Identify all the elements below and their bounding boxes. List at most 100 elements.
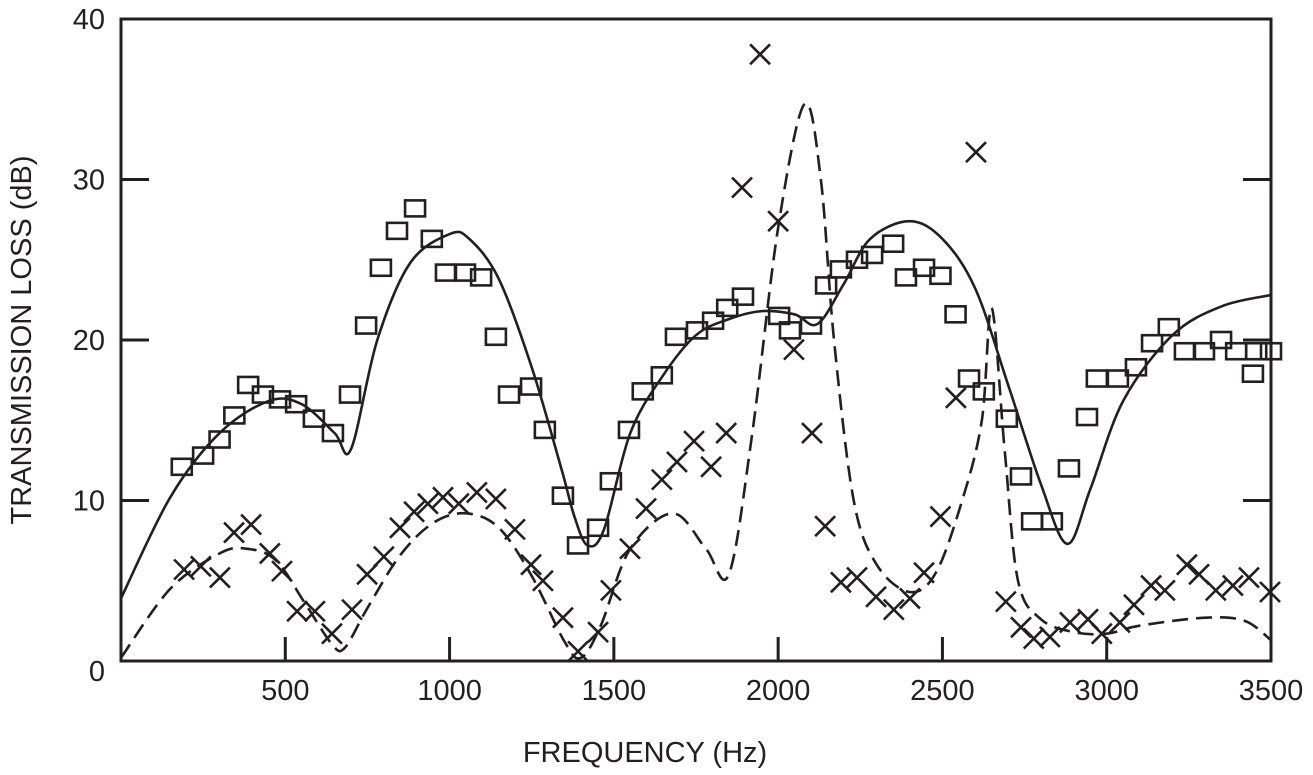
square-marker <box>519 377 543 396</box>
cross-marker <box>829 571 852 594</box>
square-marker <box>929 266 952 286</box>
x-tick-label: 2500 <box>910 675 975 707</box>
theory-curves <box>119 101 1272 660</box>
square-marker <box>223 406 246 425</box>
cross-marker <box>356 563 379 586</box>
square-marker <box>1057 459 1081 478</box>
square-marker <box>650 366 674 385</box>
cross-marker <box>635 497 657 520</box>
square-marker <box>799 316 823 335</box>
square-marker <box>881 234 905 253</box>
square-marker <box>845 250 869 270</box>
square-marker <box>284 394 308 414</box>
cross-marker <box>552 606 574 629</box>
cross-marker <box>1123 593 1145 616</box>
x-tick-label: 2000 <box>746 675 811 707</box>
cross-marker <box>846 566 868 589</box>
cross-marker <box>520 553 542 576</box>
square-marker <box>321 423 345 443</box>
x-tick-label: 3000 <box>1074 675 1139 707</box>
square-marker <box>420 229 444 249</box>
cross-marker <box>286 600 309 623</box>
square-marker <box>814 276 838 295</box>
square-marker <box>972 382 996 401</box>
cross-marker <box>258 542 281 565</box>
cross-marker <box>208 566 231 589</box>
square-marker <box>170 457 194 477</box>
cross-marker <box>1175 553 1198 576</box>
cross-marker <box>271 560 293 583</box>
cross-marker <box>1140 574 1162 597</box>
square-marker <box>1020 512 1044 531</box>
square-marker <box>1241 364 1265 384</box>
cross-marker <box>882 598 905 621</box>
cross-marker <box>389 516 411 539</box>
cross-marker <box>898 587 921 610</box>
y-tick-label: 20 <box>73 325 105 357</box>
square-marker <box>403 199 427 218</box>
square-marker <box>338 385 362 404</box>
cross-marker <box>1204 579 1227 602</box>
square-marker <box>302 409 326 428</box>
square-marker <box>268 390 292 409</box>
square-marker <box>191 446 215 465</box>
cross-marker <box>715 422 738 445</box>
square-marker <box>631 382 655 401</box>
square-marker <box>1209 330 1233 350</box>
y-tick-label: 30 <box>73 165 105 197</box>
square-marker <box>566 536 590 555</box>
cross-marker <box>403 500 426 523</box>
square-marker <box>894 268 918 287</box>
square-marker <box>1124 357 1148 377</box>
cross-marker <box>814 515 837 538</box>
square-marker <box>484 327 508 347</box>
cross-marker <box>465 481 488 504</box>
square-marker <box>1040 512 1064 531</box>
square-marker <box>1140 333 1164 353</box>
theory-solid-curve <box>119 219 1272 599</box>
square-marker <box>1192 341 1216 361</box>
square-marker <box>1173 341 1197 361</box>
cross-marker <box>341 598 363 621</box>
x-axis-title: FREQUENCY (Hz) <box>523 737 767 769</box>
square-marker <box>731 287 755 306</box>
cross-marker <box>913 561 935 584</box>
cross-marker <box>432 486 454 509</box>
square-marker <box>664 327 688 347</box>
cross-marker <box>700 455 723 478</box>
cross-marker <box>865 585 887 608</box>
square-marker <box>208 430 231 449</box>
square-marker <box>1009 467 1033 486</box>
tick-labels: 500 1000 1500 2000 2500 3000 3500 0 10 20 30 40 <box>73 4 1304 707</box>
square-marker <box>860 245 884 265</box>
square-marker <box>617 420 641 440</box>
data-markers <box>170 43 1283 663</box>
square-marker <box>1224 341 1248 361</box>
square-marker <box>354 316 378 335</box>
square-marker <box>533 420 557 440</box>
cross-marker <box>1238 566 1260 589</box>
cross-marker <box>587 621 610 644</box>
square-marker <box>1259 341 1283 361</box>
cross-marker <box>944 386 967 409</box>
square-marker <box>1075 407 1099 427</box>
x-tick-label: 1000 <box>417 675 482 707</box>
square-marker <box>469 268 493 287</box>
y-axis-title: TRANSMISSION LOSS (dB) <box>6 155 38 524</box>
x-tick-label: 500 <box>261 675 309 707</box>
cross-marker <box>504 518 526 541</box>
plot-frame <box>119 17 1273 663</box>
cross-marker <box>372 545 395 568</box>
cross-marker <box>683 430 705 453</box>
y-tick-label: 0 <box>89 656 105 688</box>
cross-marker <box>1038 626 1061 648</box>
square-marker <box>497 385 521 404</box>
cross-marker <box>223 521 245 544</box>
cross-marker <box>749 43 771 66</box>
square-marker <box>599 471 623 491</box>
x-tick-label: 3500 <box>1239 675 1304 707</box>
square-marker <box>1157 317 1181 337</box>
cross-marker <box>1108 611 1131 634</box>
cross-marker <box>619 537 641 560</box>
